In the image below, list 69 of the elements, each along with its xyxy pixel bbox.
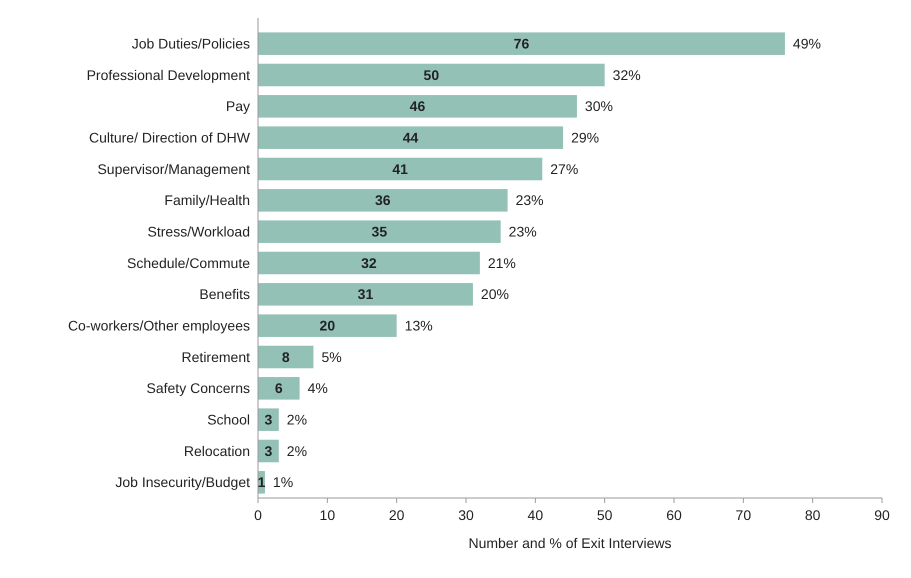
annotation: 1%: [272, 474, 294, 490]
y-tick-label: Culture/ Direction of DHW: [88, 130, 251, 146]
x-tick-label: 90: [874, 507, 890, 523]
annotation: 32%: [612, 66, 641, 83]
annotation: 49%: [792, 36, 821, 52]
data-label: 3: [264, 442, 272, 459]
bar: [258, 220, 501, 243]
y-tick-label: Schedule/Commute: [127, 254, 250, 271]
annotation: 13%: [404, 318, 433, 334]
x-axis-title: Number and % of Exit Interviews: [468, 535, 672, 551]
annotation: 29%: [571, 130, 600, 146]
x-tick-label: 60: [666, 507, 682, 523]
y-tick-label: Job Insecurity/Budget: [115, 474, 250, 490]
x-tick-label: 10: [320, 507, 336, 523]
data-label: 50: [424, 66, 440, 83]
data-label: 35: [372, 224, 388, 240]
annotation: 4%: [308, 380, 328, 396]
x-tick-label: 40: [528, 507, 544, 523]
x-tick-label: 20: [388, 507, 405, 523]
x-tick-label: 50: [596, 507, 613, 523]
y-tick-label: Relocation: [184, 442, 250, 459]
y-tick-label: Co-workers/Other employees: [68, 318, 250, 334]
data-label: 3: [264, 412, 272, 428]
annotation: 5%: [321, 348, 342, 365]
bar: [258, 314, 397, 337]
annotation: 23%: [516, 192, 544, 208]
annotation: 2%: [286, 442, 308, 459]
y-tick-label: Retirement: [182, 348, 250, 365]
data-label: 20: [320, 318, 336, 334]
bar: [258, 283, 473, 306]
y-tick-label: Benefits: [199, 286, 250, 302]
y-tick-label: Professional Development: [86, 66, 250, 83]
data-label: 32: [361, 254, 377, 271]
bar: [258, 158, 542, 180]
x-tick-label: 0: [254, 507, 262, 523]
y-tick-label: Pay: [226, 98, 250, 114]
y-tick-label: Job Duties/Policies: [132, 36, 250, 52]
data-label: 1: [258, 474, 266, 490]
annotation: 21%: [488, 254, 516, 271]
y-tick-label: School: [207, 412, 250, 428]
bar: [258, 346, 314, 368]
x-tick-label: 30: [458, 507, 474, 523]
bar: [258, 377, 300, 400]
bar: [258, 126, 564, 149]
annotation: 20%: [480, 286, 509, 302]
data-label: 31: [358, 286, 374, 302]
annotation: 27%: [550, 160, 578, 177]
bar: [258, 189, 508, 212]
annotation: 2%: [286, 412, 308, 428]
bar: [258, 32, 785, 55]
bar: [258, 95, 577, 118]
y-tick-label: Family/Health: [164, 192, 250, 208]
x-tick-label: 80: [804, 507, 821, 523]
annotation: 23%: [508, 224, 537, 240]
data-label: 6: [274, 380, 283, 396]
y-tick-label: Supervisor/Management: [97, 160, 250, 177]
x-tick-label: 70: [736, 507, 752, 523]
y-tick-label: Stress/Workload: [148, 224, 250, 240]
annotation: 30%: [584, 98, 613, 114]
data-label: 76: [514, 36, 530, 52]
bar: [258, 440, 279, 462]
data-label: 36: [375, 192, 391, 208]
y-tick-label: Safety Concerns: [146, 380, 250, 396]
data-label: 8: [282, 348, 290, 365]
data-label: 41: [392, 160, 408, 177]
data-label: 46: [410, 98, 426, 114]
bar: [258, 252, 480, 274]
data-label: 44: [402, 130, 419, 146]
bar: [258, 64, 605, 86]
